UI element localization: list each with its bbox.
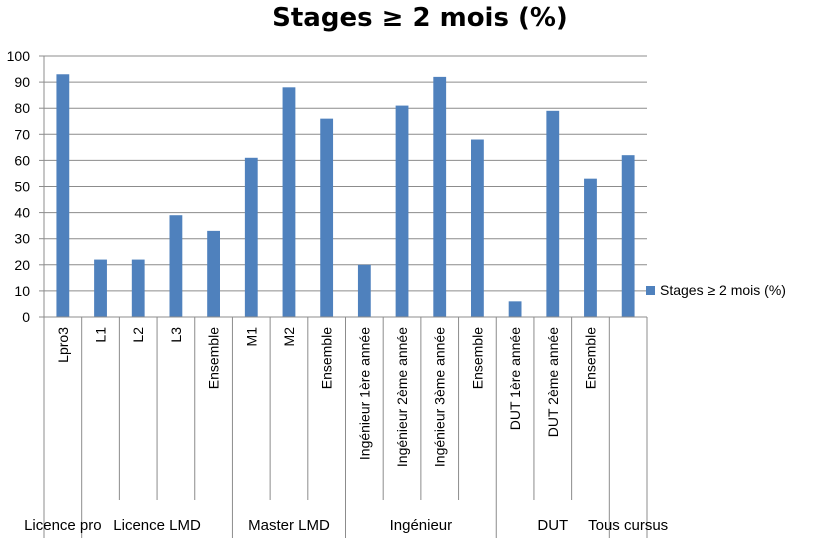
bar — [470, 139, 484, 317]
y-tick-label: 50 — [14, 179, 30, 195]
bar — [508, 301, 522, 317]
group-label: Licence pro — [24, 517, 102, 534]
category-label: L1 — [93, 327, 109, 343]
category-label: L3 — [168, 327, 184, 343]
bar — [131, 259, 145, 317]
category-label: DUT 1ère année — [507, 327, 523, 430]
bar — [395, 105, 409, 317]
bar — [94, 259, 107, 317]
category-label: M1 — [243, 327, 259, 347]
category-label: Ensemble — [469, 327, 485, 389]
category-label: DUT 2ème année — [545, 327, 561, 437]
bars — [56, 74, 635, 318]
y-axis: 0 10 20 30 40 50 60 70 80 90 100 — [7, 48, 45, 325]
bar — [244, 157, 258, 317]
group-label: DUT — [537, 517, 568, 534]
category-label: Ensemble — [582, 327, 598, 389]
bar — [207, 230, 221, 317]
bar — [584, 178, 597, 317]
category-label: Ingénieur 3ème année — [432, 327, 448, 467]
y-tick-label: 10 — [14, 283, 30, 299]
category-label: M2 — [281, 327, 297, 347]
legend-label: Stages ≥ 2 mois (%) — [660, 282, 786, 298]
category-label: Ingénieur 2ème année — [394, 327, 410, 467]
y-tick-label: 40 — [14, 205, 30, 221]
category-label: Ingénieur 1ère année — [356, 327, 372, 460]
bar — [56, 74, 70, 318]
y-tick-label: 30 — [14, 231, 30, 247]
y-tick-label: 80 — [14, 100, 30, 116]
group-label: Tous cursus — [588, 517, 668, 534]
category-label: Ensemble — [319, 327, 335, 389]
bar — [169, 215, 183, 317]
category-label: Ensemble — [206, 327, 222, 389]
y-tick-label: 90 — [14, 74, 30, 90]
bar — [357, 264, 371, 317]
y-tick-label: 20 — [14, 257, 30, 273]
group-label: Licence LMD — [113, 517, 201, 534]
bar — [621, 155, 635, 317]
x-axis: Lpro3 L1 L2 L3 Ensemble M1 M2 Ensemble Ingénieur… — [24, 316, 668, 538]
y-tick-label: 0 — [22, 309, 30, 325]
y-tick-label: 100 — [7, 48, 31, 64]
bar — [282, 87, 296, 317]
bar — [320, 118, 334, 317]
category-label: L2 — [130, 327, 146, 343]
bar — [433, 76, 447, 317]
bar — [546, 110, 560, 317]
category-label: Lpro3 — [55, 327, 71, 363]
legend-swatch — [646, 286, 655, 295]
group-label: Master LMD — [248, 517, 330, 534]
y-tick-label: 60 — [14, 152, 30, 168]
legend: Stages ≥ 2 mois (%) — [646, 282, 786, 298]
group-label: Ingénieur — [390, 517, 453, 534]
y-tick-label: 70 — [14, 126, 30, 142]
chart-title: Stages ≥ 2 mois (%) — [272, 3, 568, 33]
